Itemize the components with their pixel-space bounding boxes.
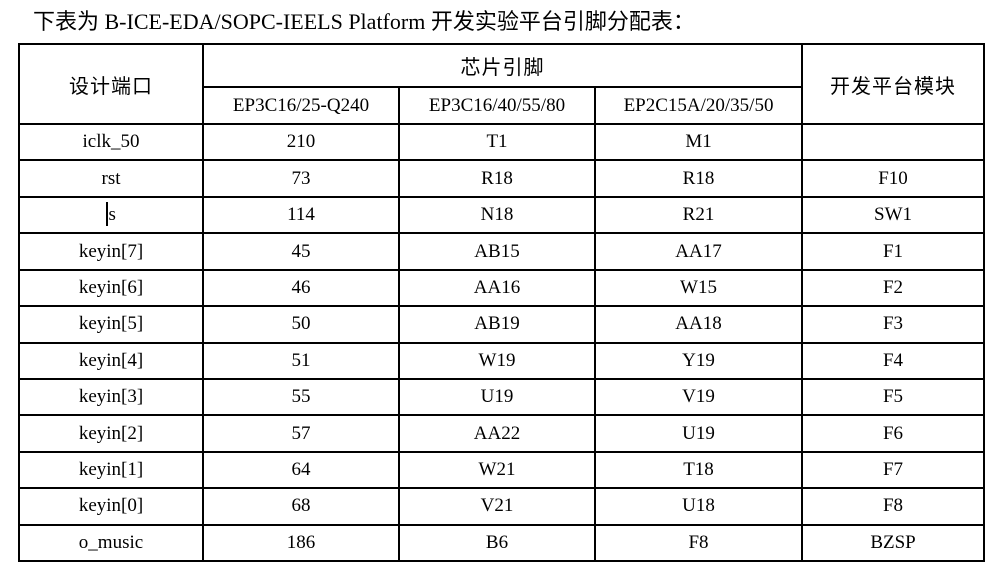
table-row: keyin[1] 64 W21 T18 F7 bbox=[18, 450, 986, 490]
cell-pin-ep3c16-40-55-80: W21 bbox=[398, 450, 596, 490]
cell-pin-ep3c16-40-55-80: N18 bbox=[398, 195, 596, 235]
port-label: iclk_50 bbox=[82, 131, 140, 153]
cell-pin-ep3c16-q240: 73 bbox=[202, 159, 400, 198]
cell-pin-ep3c16-q240: 55 bbox=[202, 377, 400, 417]
cell-design-port: keyin[1] bbox=[18, 450, 204, 490]
table-row: keyin[5] 50 AB19 AA18 F3 bbox=[18, 305, 986, 344]
cell-design-port: keyin[2] bbox=[18, 414, 204, 453]
cell-pin-ep2c15a: R18 bbox=[593, 159, 804, 198]
cell-pin-ep2c15a: F8 bbox=[593, 523, 804, 563]
port-label: keyin[2] bbox=[78, 422, 144, 444]
cell-platform-module: F6 bbox=[801, 414, 986, 453]
header-platform-module: 开发平台模块 bbox=[801, 43, 986, 125]
table-row: iclk_50 210 T1 M1 bbox=[18, 122, 986, 162]
pin-table-body: iclk_50 210 T1 M1 rst 73 R18 R18 F10 s 1… bbox=[18, 122, 986, 563]
cell-design-port: o_music bbox=[18, 523, 204, 563]
table-row: keyin[7] 45 AB15 AA17 F1 bbox=[18, 232, 986, 271]
port-label: keyin[7] bbox=[78, 240, 144, 262]
pin-assignment-table: 设计端口 芯片引脚 开发平台模块 EP3C16/25-Q240 EP3C16/4… bbox=[18, 43, 986, 563]
cell-pin-ep3c16-40-55-80: AB15 bbox=[398, 232, 596, 271]
cell-pin-ep2c15a: V19 bbox=[593, 377, 804, 417]
port-label: keyin[3] bbox=[78, 386, 144, 408]
cell-platform-module: F3 bbox=[801, 305, 986, 344]
cell-pin-ep3c16-40-55-80: U19 bbox=[398, 377, 596, 417]
cell-design-port: keyin[5] bbox=[18, 305, 204, 344]
cell-design-port: keyin[4] bbox=[18, 341, 204, 380]
cell-design-port: rst bbox=[18, 159, 204, 198]
table-row: keyin[2] 57 AA22 U19 F6 bbox=[18, 414, 986, 453]
header-chip-device-ep3c16-40-55-80: EP3C16/40/55/80 bbox=[398, 86, 596, 125]
port-label: keyin[5] bbox=[78, 313, 144, 335]
cell-pin-ep2c15a: AA17 bbox=[593, 232, 804, 271]
table-row: keyin[3] 55 U19 V19 F5 bbox=[18, 377, 986, 417]
cell-pin-ep2c15a: Y19 bbox=[593, 341, 804, 380]
cell-pin-ep3c16-q240: 68 bbox=[202, 487, 400, 526]
cell-pin-ep2c15a: R21 bbox=[593, 195, 804, 235]
cell-platform-module: F1 bbox=[801, 232, 986, 271]
cell-pin-ep3c16-q240: 64 bbox=[202, 450, 400, 490]
cell-platform-module: F7 bbox=[801, 450, 986, 490]
cell-platform-module: BZSP bbox=[801, 523, 986, 563]
cell-platform-module: F2 bbox=[801, 268, 986, 308]
cell-pin-ep3c16-40-55-80: T1 bbox=[398, 122, 596, 162]
header-row-1: 设计端口 芯片引脚 开发平台模块 bbox=[18, 43, 986, 125]
cell-pin-ep3c16-40-55-80: AB19 bbox=[398, 305, 596, 344]
header-chip-device-ep3c16-q240: EP3C16/25-Q240 bbox=[202, 86, 400, 125]
port-label: o_music bbox=[78, 531, 144, 553]
cell-pin-ep3c16-q240: 50 bbox=[202, 305, 400, 344]
port-label: keyin[4] bbox=[78, 349, 144, 371]
cell-platform-module: SW1 bbox=[801, 195, 986, 235]
cell-pin-ep3c16-q240: 114 bbox=[202, 195, 400, 235]
cell-platform-module: F8 bbox=[801, 487, 986, 526]
cell-pin-ep3c16-40-55-80: AA22 bbox=[398, 414, 596, 453]
cell-design-port: keyin[7] bbox=[18, 232, 204, 271]
port-label: keyin[0] bbox=[78, 495, 144, 517]
cell-platform-module: F5 bbox=[801, 377, 986, 417]
cell-pin-ep3c16-q240: 46 bbox=[202, 268, 400, 308]
cell-pin-ep2c15a: T18 bbox=[593, 450, 804, 490]
cell-pin-ep2c15a: W15 bbox=[593, 268, 804, 308]
port-label: s bbox=[108, 204, 116, 226]
table-caption: 下表为 B-ICE-EDA/SOPC-IEELS Platform 开发实验平台… bbox=[33, 9, 695, 34]
table-row: rst 73 R18 R18 F10 bbox=[18, 159, 986, 198]
cell-pin-ep3c16-q240: 186 bbox=[202, 523, 400, 563]
cell-platform-module: F4 bbox=[801, 341, 986, 380]
table-row: o_music 186 B6 F8 BZSP bbox=[18, 523, 986, 563]
cell-pin-ep2c15a: U19 bbox=[593, 414, 804, 453]
cell-design-port: keyin[3] bbox=[18, 377, 204, 417]
table-row: s 114 N18 R21 SW1 bbox=[18, 195, 986, 235]
header-design-port: 设计端口 bbox=[18, 43, 204, 125]
cell-pin-ep3c16-40-55-80: B6 bbox=[398, 523, 596, 563]
cell-pin-ep3c16-q240: 51 bbox=[202, 341, 400, 380]
cell-pin-ep3c16-40-55-80: R18 bbox=[398, 159, 596, 198]
cell-pin-ep2c15a: AA18 bbox=[593, 305, 804, 344]
cell-design-port: keyin[6] bbox=[18, 268, 204, 308]
text-cursor-caret bbox=[106, 202, 108, 227]
table-row: keyin[0] 68 V21 U18 F8 bbox=[18, 487, 986, 526]
cell-pin-ep3c16-40-55-80: W19 bbox=[398, 341, 596, 380]
header-chip-pins: 芯片引脚 bbox=[201, 43, 804, 88]
cell-pin-ep3c16-40-55-80: V21 bbox=[398, 487, 596, 526]
cell-pin-ep3c16-40-55-80: AA16 bbox=[398, 268, 596, 308]
cell-pin-ep3c16-q240: 45 bbox=[202, 232, 400, 271]
cell-pin-ep3c16-q240: 210 bbox=[202, 122, 400, 162]
table-row: keyin[6] 46 AA16 W15 F2 bbox=[18, 268, 986, 308]
header-chip-device-ep2c15a: EP2C15A/20/35/50 bbox=[593, 86, 804, 125]
port-label: rst bbox=[101, 167, 121, 189]
cell-platform-module: F10 bbox=[801, 159, 986, 198]
port-label: keyin[6] bbox=[78, 276, 144, 298]
cell-design-port: s bbox=[18, 195, 204, 235]
cell-pin-ep3c16-q240: 57 bbox=[202, 414, 400, 453]
port-label: keyin[1] bbox=[78, 458, 144, 480]
cell-design-port: iclk_50 bbox=[18, 122, 204, 162]
cell-pin-ep2c15a: U18 bbox=[593, 487, 804, 526]
cell-platform-module bbox=[801, 122, 986, 162]
cell-design-port: keyin[0] bbox=[18, 487, 204, 526]
header-row-2: EP3C16/25-Q240 EP3C16/40/55/80 EP2C15A/2… bbox=[19, 86, 984, 125]
table-row: keyin[4] 51 W19 Y19 F4 bbox=[18, 341, 986, 380]
cell-pin-ep2c15a: M1 bbox=[593, 122, 804, 162]
